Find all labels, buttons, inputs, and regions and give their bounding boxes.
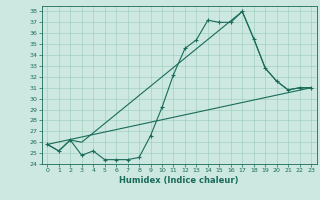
X-axis label: Humidex (Indice chaleur): Humidex (Indice chaleur) <box>119 176 239 185</box>
